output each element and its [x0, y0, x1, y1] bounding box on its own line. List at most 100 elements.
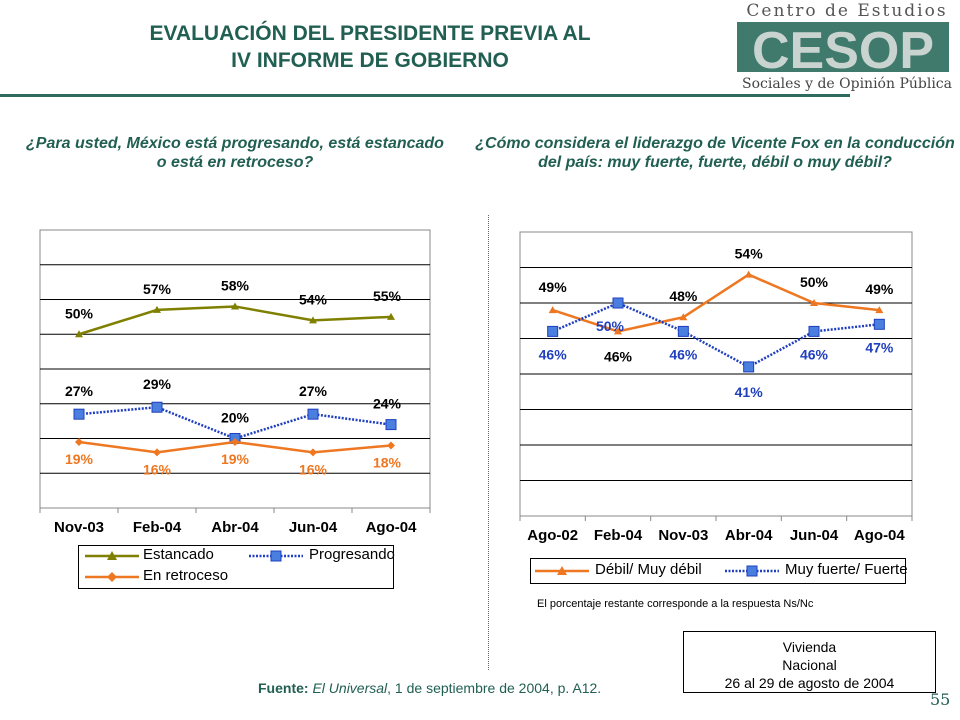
data-point — [75, 437, 83, 446]
x-tick-label: Jun-04 — [289, 519, 338, 536]
data-point — [307, 408, 319, 420]
x-tick-label: Nov-03 — [658, 527, 708, 544]
data-point — [677, 325, 689, 337]
data-label: 49% — [865, 281, 894, 297]
question-2: ¿Cómo considera el liderazgo de Vicente … — [475, 135, 955, 171]
data-label: 58% — [221, 277, 250, 293]
legend-label-estancado: Estancado — [143, 546, 214, 563]
x-tick-label: Abr-04 — [725, 527, 773, 544]
legend-swatch-debil — [535, 566, 589, 575]
data-point — [875, 306, 884, 314]
title-divider — [0, 94, 850, 97]
data-point — [309, 448, 317, 457]
data-label: 41% — [735, 384, 764, 400]
data-point — [153, 448, 161, 457]
legend-swatch-progresando — [249, 550, 303, 562]
page-title: EVALUACIÓN DEL PRESIDENTE PREVIA AL IV I… — [80, 20, 660, 74]
title-line-2: IV INFORME DE GOBIERNO — [231, 49, 509, 72]
x-tick-label: Jun-04 — [790, 527, 839, 544]
data-label: 50% — [596, 318, 625, 334]
data-label: 49% — [539, 279, 568, 295]
survey-dates: 26 al 29 de agosto de 2004 — [724, 675, 895, 691]
data-point — [547, 325, 559, 337]
source-citation: Fuente: El Universal, 1 de septiembre de… — [258, 680, 601, 696]
survey-scope: Nacional — [782, 657, 837, 673]
survey-info-box: Vivienda Nacional 26 al 29 de agosto de … — [683, 631, 936, 693]
data-point — [231, 437, 239, 446]
legend-swatch-retroceso — [85, 572, 139, 582]
x-tick-label: Feb-04 — [594, 527, 643, 544]
data-point — [151, 401, 163, 413]
data-point — [873, 318, 885, 330]
data-label: 55% — [373, 288, 402, 304]
legend-swatch-fuerte — [725, 565, 779, 577]
data-label: 19% — [221, 451, 250, 467]
data-point — [614, 327, 622, 335]
data-label: 46% — [604, 348, 633, 364]
data-label: 27% — [65, 383, 94, 399]
survey-type: Vivienda — [782, 639, 837, 655]
data-label: 46% — [539, 346, 568, 362]
data-point — [387, 441, 395, 450]
logo-acronym: CESOP — [752, 22, 934, 80]
x-tick-label: Ago-04 — [854, 527, 905, 544]
data-point — [808, 325, 820, 337]
data-point — [679, 313, 688, 321]
data-label: 50% — [65, 305, 94, 321]
data-point — [231, 302, 239, 310]
data-point — [73, 408, 85, 420]
data-point — [548, 306, 557, 314]
series-line — [552, 301, 880, 369]
data-point — [309, 316, 317, 324]
data-point — [385, 419, 397, 431]
data-label: 16% — [143, 461, 172, 477]
data-label: 27% — [299, 383, 328, 399]
x-tick-label: Ago-04 — [366, 519, 417, 536]
data-label: 18% — [373, 454, 402, 470]
data-label: 50% — [800, 274, 829, 290]
data-label: 48% — [669, 288, 698, 304]
legend-swatch-estancado — [85, 551, 139, 560]
x-tick-label: Abr-04 — [211, 519, 259, 536]
legend-chart-1: Estancado Progresando En retroceso — [78, 545, 395, 589]
legend-label-progresando: Progresando — [309, 546, 395, 563]
logo-bottom-text: Sociales y de Opinión Pública — [742, 76, 952, 92]
data-point — [612, 297, 624, 309]
legend-label-debil: Débil/ Muy débil — [595, 561, 702, 578]
data-label: 20% — [221, 410, 250, 426]
x-tick-label: Nov-03 — [54, 519, 104, 536]
data-point — [810, 299, 818, 306]
footnote-ns-nc: El porcentaje restante corresponde a la … — [537, 598, 814, 610]
data-label: 57% — [143, 281, 172, 297]
question-1: ¿Para usted, México está progresando, es… — [26, 135, 444, 171]
data-label: 24% — [373, 396, 402, 412]
data-label: 16% — [299, 461, 328, 477]
legend-chart-2: Débil/ Muy débil Muy fuerte/ Fuerte — [530, 558, 908, 584]
data-label: 54% — [299, 291, 328, 307]
vertical-divider — [488, 215, 489, 670]
data-label: 47% — [865, 339, 894, 355]
source-publication: El Universal — [312, 680, 388, 696]
source-label: Fuente: — [258, 680, 309, 696]
series-line — [552, 273, 880, 333]
data-label: 46% — [800, 346, 829, 362]
data-point — [387, 312, 395, 320]
data-label: 54% — [735, 246, 764, 262]
data-label: 19% — [65, 451, 94, 467]
x-tick-label: Feb-04 — [133, 519, 182, 536]
title-line-1: EVALUACIÓN DEL PRESIDENTE PREVIA AL — [149, 22, 591, 45]
data-point — [75, 330, 83, 338]
x-tick-label: Ago-02 — [527, 527, 578, 544]
source-details: , 1 de septiembre de 2004, p. A12. — [387, 680, 602, 696]
data-point — [744, 270, 753, 278]
data-label: 46% — [669, 346, 698, 362]
data-label: 29% — [143, 376, 172, 392]
cesop-logo: Centro de Estudios CESOP Sociales y de O… — [737, 1, 952, 92]
legend-label-retroceso: En retroceso — [143, 567, 229, 584]
legend-label-fuerte: Muy fuerte/ Fuerte — [785, 561, 908, 578]
logo-top-text: Centro de Estudios — [746, 1, 947, 21]
data-point — [153, 305, 161, 313]
page-number: 55 — [930, 690, 951, 709]
